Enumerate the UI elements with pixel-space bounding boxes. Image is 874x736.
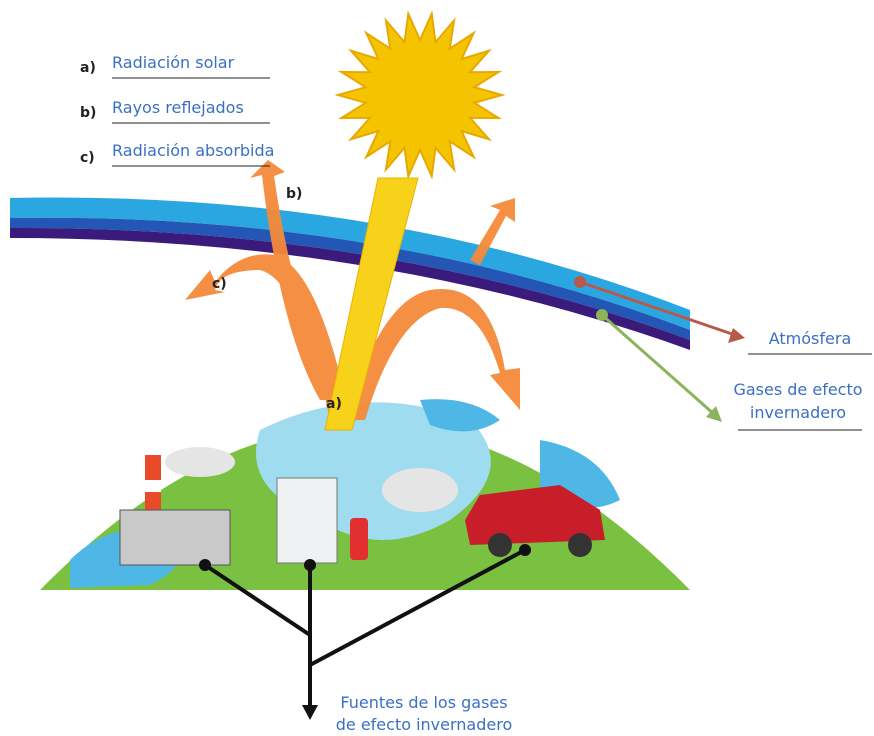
- building: [120, 510, 230, 565]
- smoke: [165, 447, 235, 477]
- sun: [338, 14, 502, 176]
- wheel: [488, 533, 512, 557]
- legend-label: Radiación solar: [112, 53, 235, 72]
- pointer-dot: [519, 544, 531, 556]
- callout: de efecto invernadero: [336, 715, 513, 734]
- pointer-dot: [574, 276, 586, 288]
- legend-label: Rayos reflejados: [112, 98, 244, 117]
- arrow-label: b): [286, 186, 302, 202]
- legend-letter: a): [80, 60, 96, 76]
- arrowhead: [728, 328, 745, 343]
- arrow-label: c): [212, 276, 227, 292]
- pointer-dot: [199, 559, 211, 571]
- legend-label: Radiación absorbida: [112, 141, 274, 160]
- pointer-dot: [304, 559, 316, 571]
- callout: Atmósfera: [769, 329, 852, 348]
- wheel: [568, 533, 592, 557]
- fridge: [277, 478, 337, 563]
- smoke: [382, 468, 458, 512]
- pointer-dot: [596, 309, 608, 321]
- callout: Fuentes de los gases: [340, 693, 507, 712]
- diagram: a) Radiación solar b) Rayos reflejados c…: [0, 0, 874, 736]
- legend-letter: b): [80, 105, 96, 121]
- arrow-label: a): [326, 396, 342, 412]
- chimney-stripe: [145, 480, 161, 492]
- callout: Gases de efecto: [733, 380, 862, 399]
- spray-can: [350, 518, 368, 560]
- legend-letter: c): [80, 150, 95, 166]
- callout: invernadero: [750, 403, 846, 422]
- arrowhead: [302, 705, 318, 720]
